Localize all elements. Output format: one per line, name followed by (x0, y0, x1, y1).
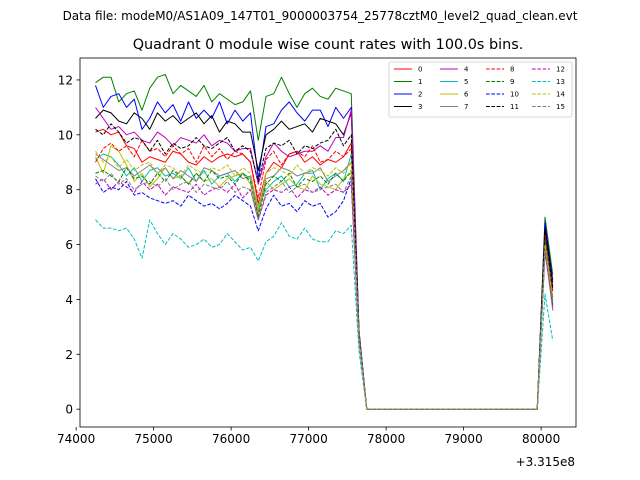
series-line-13 (95, 219, 554, 410)
x-tick-label: 74000 (57, 432, 95, 446)
legend-label-1: 1 (418, 78, 422, 86)
legend-label-2: 2 (418, 91, 422, 99)
legend-label-15: 15 (556, 103, 565, 111)
legend-label-3: 3 (418, 103, 422, 111)
x-tick-label: 76000 (212, 432, 250, 446)
x-tick-label: 75000 (135, 432, 173, 446)
x-tick-label: 77000 (290, 432, 328, 446)
y-tick-label: 12 (58, 73, 73, 87)
legend-label-4: 4 (464, 66, 469, 74)
y-tick-label: 6 (65, 238, 73, 252)
x-tick-label: 80000 (522, 432, 560, 446)
series-line-15 (95, 172, 554, 410)
chart-title: Quadrant 0 module wise count rates with … (133, 37, 524, 53)
legend-label-10: 10 (510, 91, 519, 99)
series-line-11 (95, 123, 554, 410)
series-layer (95, 73, 554, 410)
axes: 74000 75000 76000 77000 78000 79000 80000 0 2 4 6 8… (57, 57, 577, 446)
legend-label-14: 14 (556, 91, 565, 99)
legend-label-9: 9 (510, 78, 514, 86)
legend-label-8: 8 (510, 66, 514, 74)
plot-frame (79, 57, 577, 428)
x-tick-label: 79000 (445, 432, 483, 446)
y-tick-label: 4 (65, 293, 73, 307)
y-tick-label: 2 (65, 348, 73, 362)
legend-label-13: 13 (556, 78, 565, 86)
legend-label-0: 0 (418, 66, 422, 74)
x-tick-label: 78000 (367, 432, 405, 446)
legend-label-5: 5 (464, 78, 468, 86)
data-file-title: Data file: modeM0/AS1A09_147T01_90000037… (63, 9, 578, 23)
legend-label-6: 6 (464, 91, 469, 99)
y-tick-label: 8 (65, 183, 73, 197)
legend-label-7: 7 (464, 103, 468, 111)
legend-box (388, 61, 573, 118)
y-tick-label: 10 (58, 128, 73, 142)
legend-label-11: 11 (510, 103, 519, 111)
y-tick-label: 0 (65, 403, 73, 417)
x-axis-offset-label: +3.315e8 (516, 455, 575, 469)
legend-label-12: 12 (556, 66, 565, 74)
